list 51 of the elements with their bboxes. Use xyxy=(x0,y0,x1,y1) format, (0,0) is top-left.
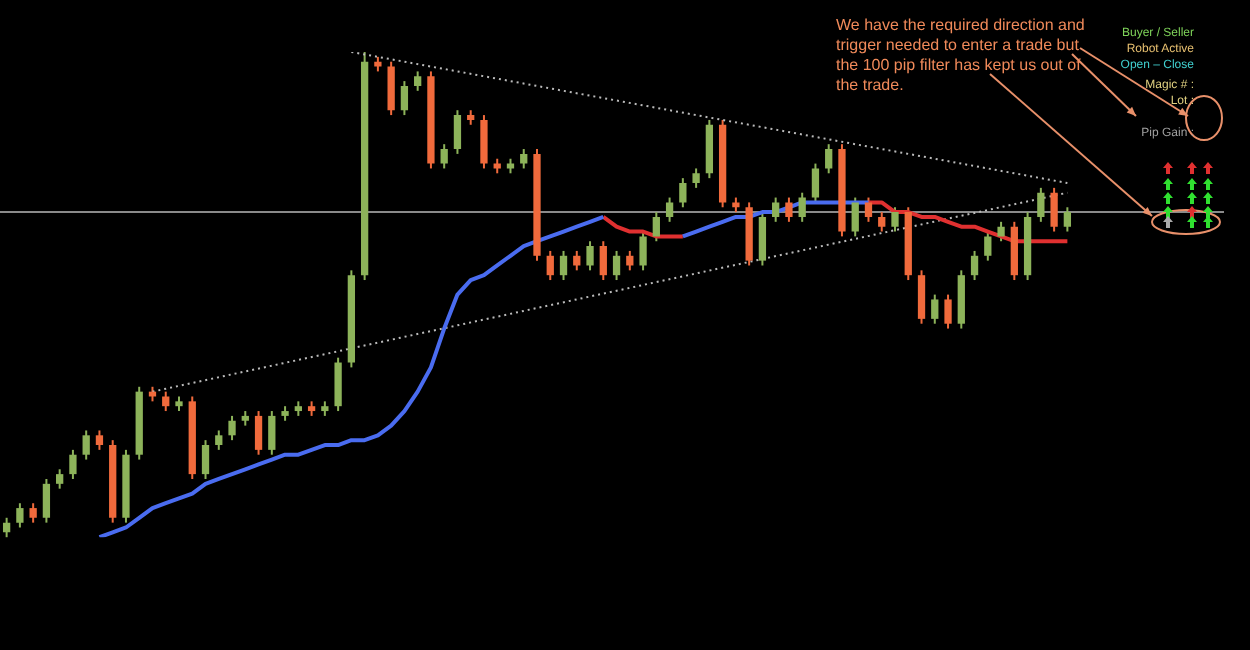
candlestick xyxy=(652,211,660,243)
candlestick xyxy=(917,269,926,325)
candlestick xyxy=(254,410,263,456)
candlestick xyxy=(228,414,236,442)
candlestick xyxy=(268,410,276,456)
candlestick xyxy=(82,429,90,461)
candlestick xyxy=(864,196,873,223)
candlestick xyxy=(851,196,859,238)
candlestick xyxy=(599,240,607,282)
candlestick xyxy=(69,448,77,480)
candlestick xyxy=(997,220,1005,243)
candlestick xyxy=(984,230,992,262)
candlestick xyxy=(400,80,409,117)
candlestick xyxy=(679,177,687,209)
candlestick xyxy=(692,167,700,189)
candlestick xyxy=(639,230,647,272)
candlestick xyxy=(944,293,952,330)
candlestick xyxy=(453,109,462,155)
candlestick xyxy=(970,249,979,282)
candlestick xyxy=(1037,186,1045,223)
candlestick xyxy=(162,390,170,413)
candlestick xyxy=(1063,206,1072,233)
candlestick xyxy=(891,206,899,233)
candlestick xyxy=(520,148,528,170)
candlestick xyxy=(798,191,806,223)
candlestick xyxy=(334,356,342,413)
candlestick xyxy=(56,468,64,490)
candlestick xyxy=(215,429,223,451)
candlestick xyxy=(414,70,422,92)
candlestick xyxy=(785,196,793,223)
candlestick xyxy=(931,293,939,325)
candlestick xyxy=(480,114,488,170)
candlestick xyxy=(1050,186,1058,233)
candlestick xyxy=(440,143,448,170)
annotation: We have the required direction and trigger needed to enter a trade but the 100 pip filter has kept us out of the trade. xyxy=(836,16,1087,96)
candlestick xyxy=(665,196,674,223)
candlestick xyxy=(16,502,24,529)
candlestick xyxy=(586,240,594,272)
candlestick xyxy=(559,249,568,282)
candlestick xyxy=(546,249,554,282)
candlestick xyxy=(387,60,395,117)
candlestick xyxy=(758,211,767,267)
candlestick xyxy=(811,162,820,204)
candlestick xyxy=(772,196,780,223)
candlestick xyxy=(42,477,51,524)
candlestick xyxy=(95,429,104,451)
candlestick xyxy=(29,502,37,524)
candlestick xyxy=(612,249,621,282)
candlestick xyxy=(825,143,833,175)
candlestick xyxy=(878,211,886,233)
candlestick xyxy=(201,439,210,480)
